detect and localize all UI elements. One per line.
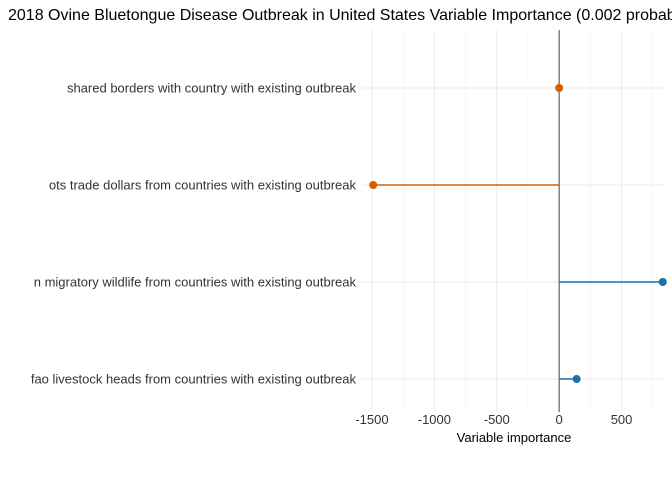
lollipop-point <box>658 278 667 286</box>
major-gridlines <box>362 30 664 412</box>
x-tick-label: 500 <box>611 412 633 427</box>
x-tick-labels: -1500 -1000 -500 0 500 <box>355 412 632 427</box>
category-labels: shared borders with country with existin… <box>31 81 357 387</box>
x-tick-label: -500 <box>484 412 510 427</box>
x-tick-label: 0 <box>556 412 563 427</box>
category-label: fao livestock heads from countries with … <box>31 372 357 387</box>
chart-title: 2018 Ovine Bluetongue Disease Outbreak i… <box>8 7 672 24</box>
x-tick-label: -1500 <box>355 412 388 427</box>
x-tick-label: -1000 <box>418 412 451 427</box>
category-label: shared borders with country with existin… <box>67 81 357 96</box>
x-axis-title: Variable importance <box>457 430 572 445</box>
lollipop-point <box>369 181 378 189</box>
minor-gridlines <box>402 30 654 412</box>
category-label: n migratory wildlife from countries with… <box>34 275 357 290</box>
category-label: ots trade dollars from countries with ex… <box>49 178 357 193</box>
lollipop-point <box>555 84 564 92</box>
lollipop-point <box>572 375 581 383</box>
lollipop-marks <box>369 84 667 383</box>
